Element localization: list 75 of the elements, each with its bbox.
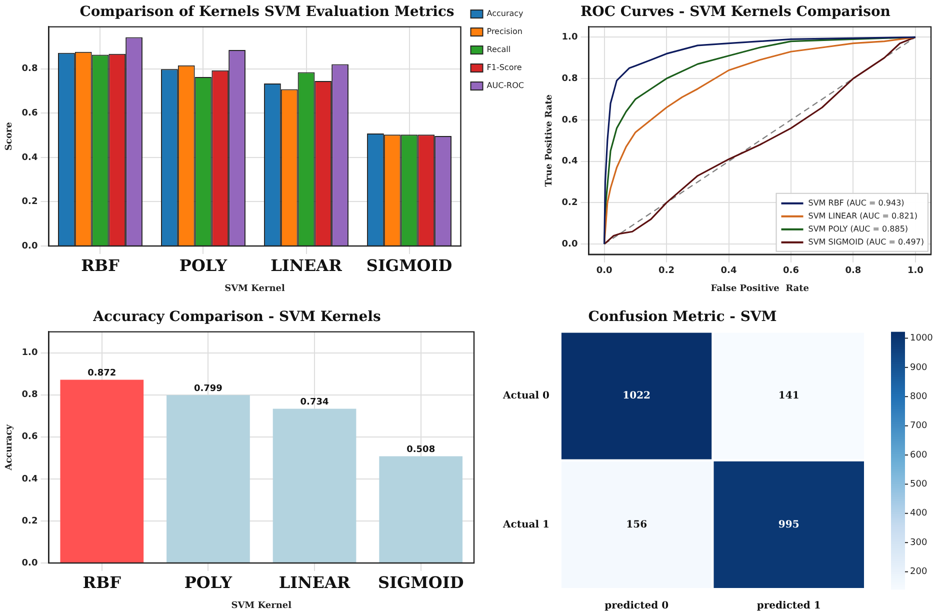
y-tick-label: 1.0 [22,348,38,358]
legend-label: SVM POLY (AUC = 0.885) [808,224,908,234]
x-axis-title: SVM Kernel [231,600,292,611]
y-tick-label: 0.2 [22,516,38,526]
x-tick-label: 1.0 [907,266,924,276]
color-bar-label: 400 [910,508,928,519]
legend-label: Recall [486,45,511,54]
x-tick-label: LINEAR [278,572,351,592]
color-bar-label: 300 [910,538,928,548]
chart-title: ROC Curves - SVM Kernels Comparison [580,4,890,20]
y-tick-label: 0.4 [562,156,578,167]
data-label: 156 [626,519,648,530]
legend-label: SVM SIGMOID (AUC = 0.497) [808,237,924,246]
data-label: 0.734 [300,398,329,408]
x-tick-label: POLY [179,256,228,275]
bar [379,456,463,562]
y-tick-label: 0.0 [562,239,578,250]
y-tick-label: Actual 1 [502,519,550,530]
x-tick-label: 0.6 [783,266,799,276]
y-tick-label: 0.4 [22,152,38,163]
legend-label: SVM RBF (AUC = 0.943) [808,198,904,208]
color-bar-label: 900 [910,362,928,373]
y-tick-label: 0.0 [22,558,38,568]
y-tick-label: 0.8 [562,74,578,84]
x-axis-title: False Positive Rate [710,284,810,294]
data-label: 141 [778,390,800,402]
color-bar-label: 700 [910,421,928,432]
color-bar-label: 600 [910,450,928,460]
data-label: 995 [778,519,800,530]
x-tick-label: 0.4 [720,266,737,276]
legend-label: Precision [486,27,522,36]
y-tick-label: 0.6 [22,108,38,118]
x-tick-label: predicted 1 [756,600,821,612]
y-tick-label: 0.2 [562,198,578,208]
x-axis-title: SVM Kernel [224,284,286,294]
y-tick-label: 0.4 [22,474,38,484]
x-tick-label: LINEAR [270,256,343,275]
data-label: 0.799 [194,384,222,394]
x-tick-label: POLY [184,572,233,592]
y-tick-label: 0.8 [22,64,38,74]
x-tick-label: 0.2 [658,266,675,276]
color-bar-label: 800 [910,392,928,402]
chart-title: Comparison of Kernels SVM Evaluation Metrics [80,4,454,20]
chart-title: Accuracy Comparison - SVM Kernels [92,309,381,326]
x-tick-label: predicted 0 [604,600,669,612]
y-axis-title: Accuracy [4,424,15,472]
data-label: 1022 [622,390,651,402]
bar [60,380,144,562]
color-bar-label: 1000 [910,334,934,344]
legend-label: SVM LINEAR (AUC = 0.821) [808,211,918,220]
y-tick-label: 0.2 [22,197,38,208]
legend-label: AUC-ROC [486,81,524,90]
color-bar-label: 500 [910,480,928,490]
y-tick-label: 0.6 [562,115,578,126]
y-axis-title: Score [4,122,15,151]
x-tick-label: RBF [82,572,122,592]
chart-title: Confusion Metric - SVM [588,309,777,326]
y-tick-label: 1.0 [562,32,578,42]
bar [272,408,356,562]
x-tick-label: RBF [81,256,120,275]
legend-label: Accuracy [486,9,524,18]
x-tick-label: 0.0 [596,266,612,276]
data-label: 0.872 [88,368,116,379]
bar [166,395,250,562]
legend-label: F1-Score [486,63,522,72]
x-tick-label: SIGMOID [378,572,464,592]
x-tick-label: SIGMOID [366,256,452,275]
y-tick-label: Actual 0 [502,390,550,402]
y-axis-title: True Positive Rate [544,94,555,187]
y-tick-label: 0.0 [22,241,38,252]
color-bar-label: 200 [910,567,928,578]
x-tick-label: 0.8 [845,266,862,276]
y-tick-label: 0.8 [22,390,38,400]
data-label: 0.508 [406,445,436,456]
y-tick-label: 0.6 [22,432,38,442]
